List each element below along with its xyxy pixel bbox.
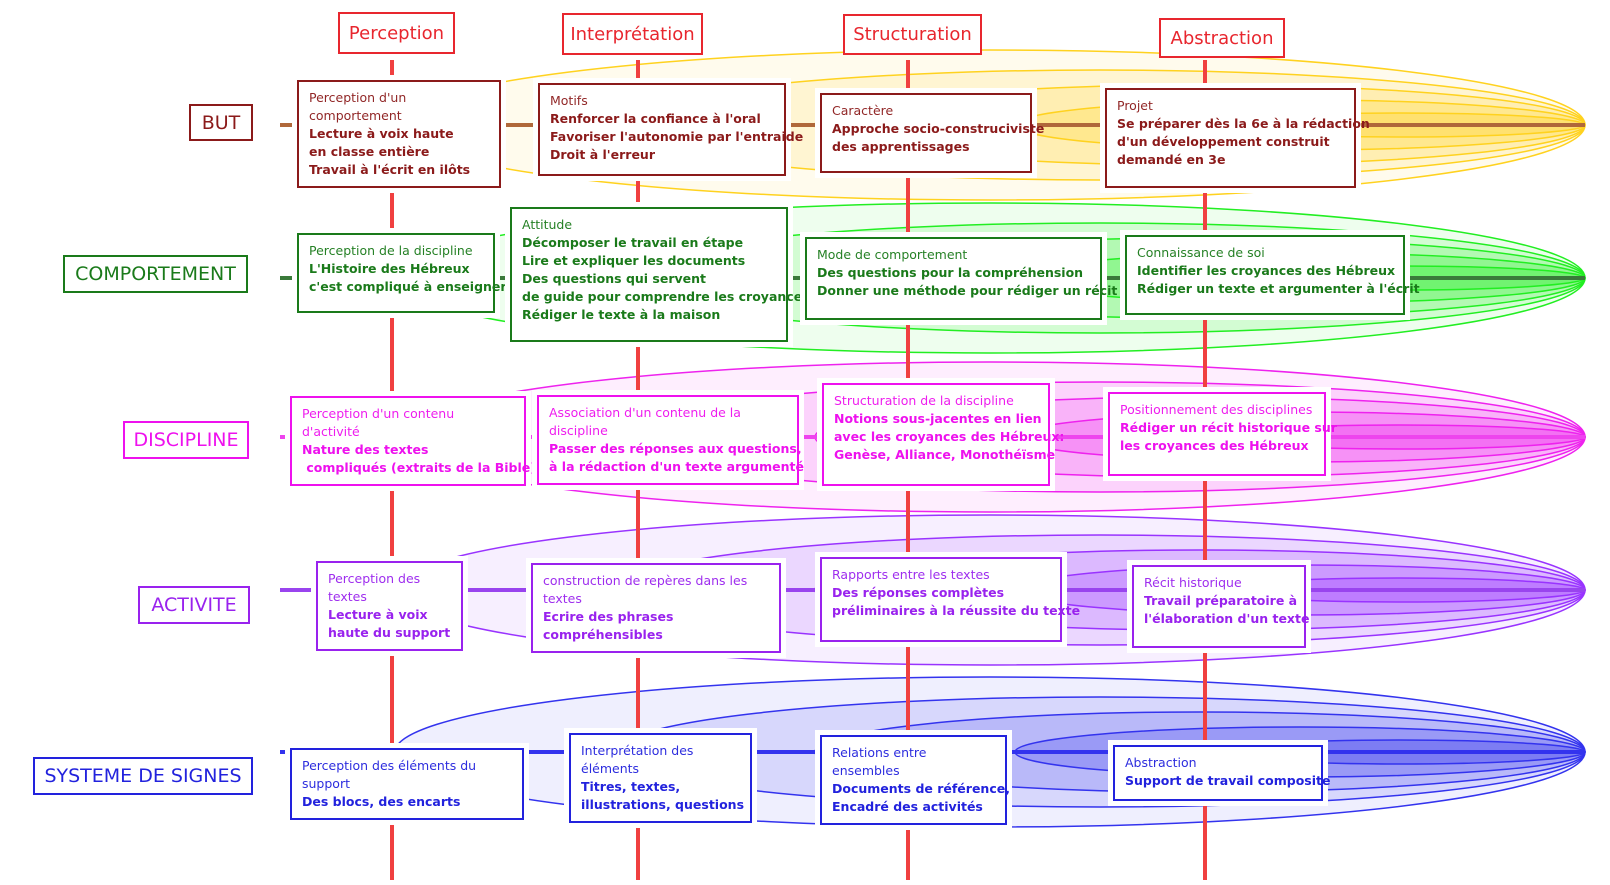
cell-title: Positionnement des disciplines — [1120, 402, 1313, 417]
column-header: Perception — [338, 12, 455, 54]
cell-line: Lire et expliquer les documents — [522, 253, 746, 268]
cell-title: Perception des textes — [328, 571, 421, 604]
cell-line: Des questions qui servent — [522, 271, 707, 286]
row-label: COMPORTEMENT — [63, 255, 248, 293]
cell-title: Récit historique — [1144, 575, 1242, 590]
cell-box: Récit historique Travail préparatoire à l'… — [1132, 565, 1310, 648]
cell-line: L'Histoire des Hébreux — [309, 261, 470, 276]
cell-title: Mode de comportement — [817, 247, 968, 262]
cell-line: à la rédaction d'un texte argumenté — [549, 459, 804, 474]
column-header: Structuration — [843, 14, 982, 55]
cell-line: des apprentissages — [832, 139, 970, 154]
cell-box: Perception de la discipline L'Histoire de… — [297, 233, 507, 313]
cell-line: de guide pour comprendre les croyances — [522, 289, 810, 304]
cell-line: avec les croyances des Hébreux: — [834, 429, 1065, 444]
cell-title: Projet — [1117, 98, 1153, 113]
row-label: BUT — [189, 104, 253, 141]
cell-box: Structuration de la discipline Notions so… — [822, 383, 1065, 486]
cell-line: Droit à l'erreur — [550, 147, 655, 162]
cell-line: Lecture à voix — [328, 607, 428, 622]
cell-line: Identifier les croyances des Hébreux — [1137, 263, 1396, 278]
cell-box: Interprétation des éléments Titres, texte… — [569, 733, 752, 823]
cell-box: Attitude Décomposer le travail en étape Li… — [510, 207, 810, 342]
cell-title: construction de repères dans les textes — [543, 573, 748, 606]
cell-box: Perception d'un comportement Lecture à vo… — [297, 80, 501, 188]
cell-line: Se préparer dès la 6e à la rédaction — [1117, 116, 1370, 131]
cell-box: Projet Se préparer dès la 6e à la rédacti… — [1105, 88, 1370, 188]
cell-line: Renforcer la confiance à l'oral — [550, 111, 761, 126]
cell-line: Nature des textes — [302, 442, 429, 457]
cell-box: Motifs Renforcer la confiance à l'oral Fav… — [538, 83, 804, 176]
column-header: Interprétation — [562, 13, 703, 55]
cell-box: Positionnement des disciplines Rédiger un… — [1108, 392, 1337, 476]
cell-line: Notions sous-jacentes en lien — [834, 411, 1042, 426]
cell-line: Décomposer le travail en étape — [522, 235, 744, 250]
cell-title: Motifs — [550, 93, 588, 108]
cell-title: Abstraction — [1125, 755, 1197, 770]
cell-line: en classe entière — [309, 144, 430, 159]
cell-line: Favoriser l'autonomie par l'entraide — [550, 129, 804, 144]
cell-title: Perception d'un comportement — [309, 90, 407, 123]
cell-line: Lecture à voix haute — [309, 126, 454, 141]
cell-line: illustrations, questions — [581, 797, 745, 812]
cell-title: Connaissance de soi — [1137, 245, 1265, 260]
cell-box: Connaissance de soi Identifier les croyan… — [1125, 235, 1420, 315]
cell-line: compréhensibles — [543, 627, 663, 642]
cell-box: Perception des éléments du support Des bl… — [290, 748, 524, 820]
cell-line: Genèse, Alliance, Monothéïsme — [834, 447, 1056, 462]
row-label: ACTIVITE — [138, 586, 250, 624]
column-header: Abstraction — [1159, 18, 1285, 58]
cell-title: Perception d'un contenu d'activité — [302, 406, 455, 439]
cell-title: Perception de la discipline — [309, 243, 473, 258]
cell-box: Mode de comportement Des questions pour l… — [805, 237, 1118, 320]
cell-line: d'un développement construit — [1117, 134, 1330, 149]
cell-box: Rapports entre les textes Des réponses co… — [820, 557, 1081, 642]
cell-box: construction de repères dans les textes E… — [531, 563, 781, 653]
cell-line: Rédiger un texte et argumenter à l'écrit — [1137, 281, 1420, 296]
cell-title: Interprétation des éléments — [581, 743, 694, 776]
cell-line: Travail à l'écrit en ilôts — [309, 162, 471, 177]
cell-line: Donner une méthode pour rédiger un récit — [817, 283, 1118, 298]
cell-line: Support de travail composite — [1125, 773, 1331, 788]
cell-line: Approche socio-construciviste — [832, 121, 1045, 136]
cell-title: Rapports entre les textes — [832, 567, 990, 582]
cell-line: Encadré des activités — [832, 799, 983, 814]
row-label: DISCIPLINE — [123, 421, 249, 459]
cell-title: Relations entre ensembles — [832, 745, 927, 778]
cell-line: Titres, textes, — [581, 779, 681, 794]
cell-box: Association d'un contenu de la disciplin… — [537, 395, 804, 485]
cell-line: Des questions pour la compréhension — [817, 265, 1084, 280]
cell-box: Relations entre ensembles Documents de ré… — [820, 735, 1010, 825]
cell-title: Structuration de la discipline — [834, 393, 1014, 408]
cell-line: Des blocs, des encarts — [302, 794, 461, 809]
cell-line: Passer des réponses aux questions, — [549, 441, 802, 456]
cell-title: Attitude — [522, 217, 573, 232]
cell-line: Ecrire des phrases — [543, 609, 674, 624]
cell-line: haute du support — [328, 625, 451, 640]
cell-line: Documents de référence, — [832, 781, 1010, 796]
cell-line: Des réponses complètes — [832, 585, 1005, 600]
cell-line: c'est compliqué à enseigner — [309, 279, 507, 294]
cell-box: Perception des textes Lecture à voix haute… — [316, 561, 463, 651]
cell-line: préliminaires à la réussite du texte — [832, 603, 1081, 618]
cell-line: compliqués (extraits de la Bible) — [302, 460, 536, 475]
cell-box: Perception d'un contenu d'activité Nature… — [290, 396, 536, 486]
cell-line: Rédiger un récit historique sur — [1120, 420, 1337, 435]
cell-title: Perception des éléments du support — [302, 758, 477, 791]
cell-line: les croyances des Hébreux — [1120, 438, 1309, 453]
cell-line: demandé en 3e — [1117, 152, 1226, 167]
cell-box: Abstraction Support de travail composite — [1113, 745, 1331, 801]
cell-line: Rédiger le texte à la maison — [522, 307, 721, 322]
cell-title: Caractère — [832, 103, 894, 118]
cell-line: l'élaboration d'un texte — [1144, 611, 1310, 626]
row-label: SYSTEME DE SIGNES — [33, 757, 253, 795]
cell-box: Caractère Approche socio-construciviste de… — [820, 93, 1045, 173]
cell-title: Association d'un contenu de la disciplin… — [549, 405, 741, 438]
cell-line: Travail préparatoire à — [1144, 593, 1298, 608]
